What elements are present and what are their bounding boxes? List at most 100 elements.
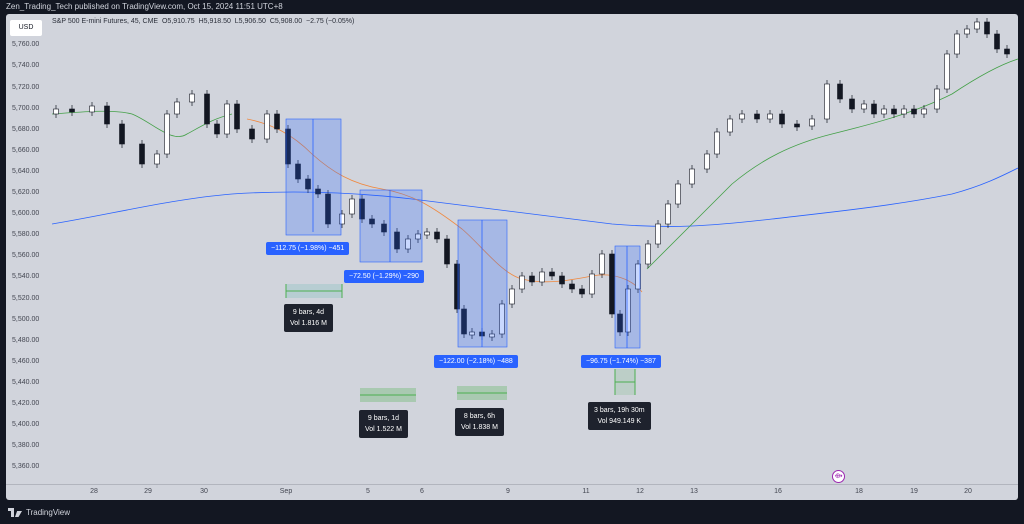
publisher-bar: Zen_Trading_Tech published on TradingVie… — [0, 0, 1024, 14]
tradingview-logo[interactable]: TradingView — [8, 508, 70, 517]
candle-body — [189, 93, 195, 103]
candle-body — [994, 33, 1000, 50]
candle-body — [214, 123, 220, 135]
chart-area[interactable]: USD S&P 500 E-mini Futures, 45, CME O5,9… — [6, 14, 1018, 500]
candle-body — [359, 198, 365, 220]
date-range-2[interactable] — [360, 388, 416, 402]
price-label: 5,460.00 — [12, 358, 40, 365]
low-value: L5,906.50 — [234, 18, 266, 25]
candle-body — [325, 193, 331, 225]
candle-body — [861, 103, 867, 110]
time-label: 5 — [366, 488, 370, 495]
price-label: 5,640.00 — [12, 168, 40, 175]
candle-body — [1004, 48, 1010, 55]
date-range-4[interactable] — [614, 369, 636, 395]
range-info-2: 9 bars, 1d Vol 1.522 M — [359, 410, 408, 438]
candle-body — [174, 101, 180, 115]
price-label: 5,720.00 — [12, 84, 40, 91]
price-label: 5,360.00 — [12, 463, 40, 470]
candle-body — [589, 273, 595, 295]
candle-body — [675, 183, 681, 205]
slow-moving-average — [51, 167, 1018, 227]
time-axis[interactable]: 28 29 30 Sep 5 6 9 11 12 13 16 18 19 20 — [6, 484, 1018, 500]
price-axis[interactable]: 5,760.00 5,740.00 5,720.00 5,700.00 5,68… — [6, 14, 52, 484]
candle-body — [625, 288, 631, 333]
measure-box-1[interactable] — [285, 118, 342, 236]
candle-body — [381, 223, 387, 233]
price-label: 5,740.00 — [12, 62, 40, 69]
candle-body — [315, 188, 321, 195]
price-label: 5,400.00 — [12, 421, 40, 428]
candle-body — [249, 128, 255, 140]
time-label: 19 — [910, 488, 918, 495]
change-value: −2.75 (−0.05%) — [306, 18, 355, 25]
candle-body — [984, 21, 990, 35]
measure-label-2[interactable]: −72.50 (−1.29%) −290 — [344, 270, 424, 283]
candle-body — [779, 113, 785, 125]
measure-label-4[interactable]: −96.75 (−1.74%) −387 — [581, 355, 661, 368]
candle-body — [739, 113, 745, 120]
price-label: 5,700.00 — [12, 105, 40, 112]
candle-body — [655, 223, 661, 245]
measure-box-4[interactable] — [614, 245, 641, 349]
candle-body — [339, 213, 345, 225]
candle-body — [89, 105, 95, 113]
candle-body — [849, 98, 855, 110]
candle-body — [274, 113, 280, 130]
brand-text: TradingView — [26, 508, 71, 517]
price-label: 5,680.00 — [12, 126, 40, 133]
green-moving-average — [646, 58, 1018, 270]
measure-label-1[interactable]: −112.75 (−1.98%) −451 — [266, 242, 350, 255]
candle-body — [234, 103, 240, 130]
open-value: O5,910.75 — [161, 18, 195, 25]
candle-body — [837, 83, 843, 100]
price-label: 5,560.00 — [12, 252, 40, 259]
range-bars-text: 3 bars, 19h 30m — [594, 407, 645, 414]
candle-body — [944, 53, 950, 90]
candle-body — [349, 198, 355, 215]
candle-body — [69, 108, 75, 113]
candle-body — [499, 303, 505, 335]
candle-body — [204, 93, 210, 125]
candle-body — [434, 231, 440, 240]
measure-label-3[interactable]: −122.00 (−2.18%) −488 — [434, 355, 518, 368]
candlestick-chart[interactable] — [51, 14, 1018, 484]
range-vol-text: Vol 1.838 M — [461, 424, 498, 431]
high-value: H5,918.50 — [198, 18, 231, 25]
range-info-4: 3 bars, 19h 30m Vol 949.149 K — [588, 402, 651, 430]
candle-body — [461, 308, 467, 335]
candle-body — [53, 108, 59, 115]
measure-box-3[interactable] — [457, 219, 508, 348]
candle-body — [911, 108, 917, 115]
currency-badge[interactable]: USD — [10, 20, 42, 36]
candle-body — [295, 163, 301, 180]
candle-body — [539, 271, 545, 283]
measure-box-2[interactable] — [359, 189, 423, 263]
time-label: 11 — [582, 488, 590, 495]
price-label: 5,660.00 — [12, 147, 40, 154]
candle-body — [444, 238, 450, 265]
candle-body — [119, 123, 125, 145]
range-bars-text: 8 bars, 6h — [463, 413, 496, 420]
range-vol-text: Vol 1.816 M — [290, 320, 327, 327]
candles-group — [53, 18, 1010, 341]
time-label: 29 — [144, 488, 152, 495]
time-label: 20 — [964, 488, 972, 495]
range-bars-text: 9 bars, 1d — [367, 415, 400, 422]
price-label: 5,540.00 — [12, 273, 40, 280]
price-label: 5,620.00 — [12, 189, 40, 196]
candle-body — [139, 143, 145, 165]
publisher-text: Zen_Trading_Tech published on TradingVie… — [6, 2, 283, 11]
candle-body — [881, 108, 887, 115]
candle-body — [369, 218, 375, 225]
candle-body — [164, 113, 170, 155]
date-range-1[interactable] — [285, 284, 343, 298]
date-range-3[interactable] — [457, 386, 507, 400]
price-label: 5,580.00 — [12, 231, 40, 238]
candle-body — [704, 153, 710, 170]
plot-area[interactable]: −112.75 (−1.98%) −451 −72.50 (−1.29%) −2… — [51, 14, 1018, 484]
candle-body — [469, 331, 475, 336]
event-marker-icon[interactable]: ⟴ — [832, 470, 845, 483]
candle-body — [559, 275, 565, 285]
